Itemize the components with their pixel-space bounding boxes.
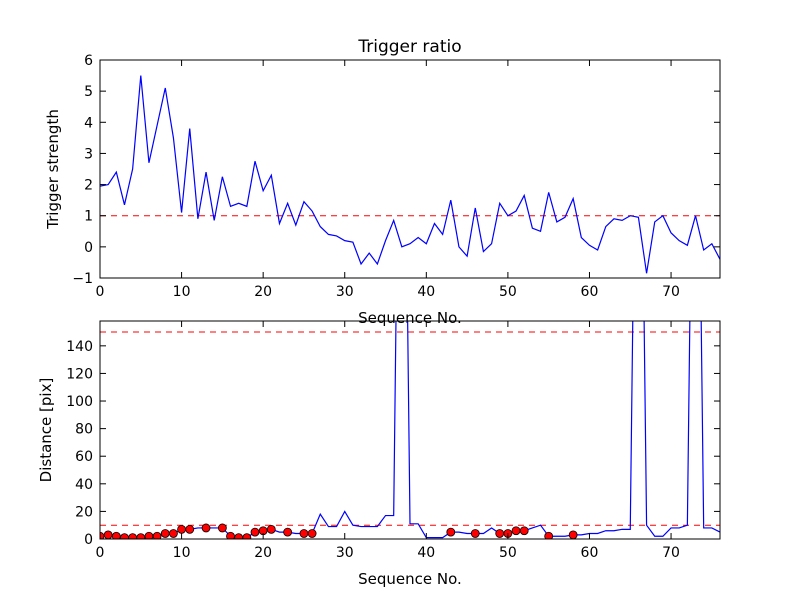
data-point-marker bbox=[242, 533, 252, 539]
series-line bbox=[100, 75, 720, 274]
data-point-marker bbox=[136, 533, 146, 539]
data-point-marker bbox=[169, 529, 178, 538]
series-line-group bbox=[100, 321, 720, 539]
y-tick-label: −1 bbox=[72, 271, 93, 287]
x-tick-label: 60 bbox=[581, 545, 599, 561]
x-tick-label: 40 bbox=[417, 284, 435, 300]
data-point-marker bbox=[544, 531, 554, 539]
y-tick-label: 1 bbox=[84, 209, 93, 225]
x-axis-ticks: 0 10 20 30 40 50 60 70 bbox=[96, 60, 680, 300]
data-point-marker bbox=[283, 527, 293, 537]
data-point-marker bbox=[128, 533, 138, 539]
data-point-marker bbox=[519, 526, 529, 536]
data-point-marker bbox=[185, 524, 195, 534]
y-tick-label: 0 bbox=[84, 240, 93, 256]
y-tick-label: 0 bbox=[84, 532, 93, 548]
data-point-marker bbox=[160, 529, 170, 538]
x-tick-label: 0 bbox=[96, 284, 105, 300]
x-axis-label: Sequence No. bbox=[358, 309, 462, 327]
y-tick-label: 60 bbox=[75, 449, 93, 465]
data-point-marker bbox=[234, 533, 244, 539]
plot-area-frame bbox=[99, 59, 721, 279]
y-axis-ticks: −1 0 1 2 3 4 5 6 bbox=[72, 53, 720, 287]
marker-group bbox=[100, 523, 578, 539]
y-tick-label: 5 bbox=[84, 84, 93, 100]
y-tick-label: 2 bbox=[84, 178, 93, 194]
y-tick-label: 80 bbox=[75, 422, 93, 438]
data-point-marker bbox=[299, 529, 309, 538]
x-tick-label: 20 bbox=[254, 545, 272, 561]
x-tick-label: 10 bbox=[173, 284, 191, 300]
x-tick-label: 70 bbox=[662, 545, 680, 561]
x-tick-label: 20 bbox=[254, 284, 272, 300]
x-tick-label: 70 bbox=[662, 284, 680, 300]
y-tick-label: 3 bbox=[84, 146, 93, 162]
data-point-marker bbox=[446, 527, 456, 537]
y-tick-label: 6 bbox=[84, 53, 93, 69]
data-point-marker bbox=[120, 533, 129, 539]
data-point-marker bbox=[217, 523, 227, 533]
x-tick-label: 50 bbox=[499, 545, 517, 561]
x-tick-label: 50 bbox=[499, 284, 517, 300]
y-axis-label: Distance [pix] bbox=[37, 378, 55, 483]
y-tick-label: 100 bbox=[66, 394, 93, 410]
y-tick-label: 40 bbox=[75, 477, 93, 493]
data-point-marker bbox=[495, 529, 505, 538]
data-point-marker bbox=[250, 527, 260, 537]
data-point-marker bbox=[103, 530, 113, 539]
data-point-marker bbox=[152, 531, 162, 539]
y-tick-label: 20 bbox=[75, 504, 93, 520]
x-tick-label: 30 bbox=[336, 284, 354, 300]
data-point-marker bbox=[201, 523, 211, 533]
x-axis-ticks: 0 10 20 30 40 50 60 70 bbox=[96, 321, 680, 561]
data-point-marker bbox=[470, 529, 480, 538]
chart-title: Trigger ratio bbox=[357, 37, 461, 57]
x-tick-label: 40 bbox=[417, 545, 435, 561]
plot-area-frame bbox=[99, 320, 721, 540]
data-point-marker bbox=[568, 530, 578, 539]
y-tick-label: 120 bbox=[66, 366, 93, 382]
y-tick-label: 4 bbox=[84, 115, 93, 131]
data-point-marker bbox=[177, 524, 186, 534]
y-tick-label: 140 bbox=[66, 339, 93, 355]
series-line bbox=[100, 321, 720, 539]
x-tick-label: 60 bbox=[581, 284, 599, 300]
x-tick-label: 0 bbox=[96, 545, 105, 561]
trigger-ratio-chart: Trigger ratio 0 10 20 30 40 50 60 70 −10123456 … bbox=[44, 37, 721, 327]
data-point-marker bbox=[511, 526, 521, 536]
series-line-group bbox=[100, 75, 720, 274]
x-tick-label: 30 bbox=[336, 545, 354, 561]
data-point-marker bbox=[266, 524, 276, 534]
x-tick-label: 10 bbox=[173, 545, 191, 561]
y-axis-label: Trigger strength bbox=[44, 109, 62, 230]
y-axis-ticks: 0 20 40 60 80 100 120 140 bbox=[66, 339, 720, 548]
distance-chart: 0 10 20 30 40 50 60 70 0 20 40 60 80 100 120 140 Seque… bbox=[37, 320, 721, 588]
data-point-marker bbox=[307, 529, 317, 538]
x-axis-label: Sequence No. bbox=[358, 570, 462, 588]
